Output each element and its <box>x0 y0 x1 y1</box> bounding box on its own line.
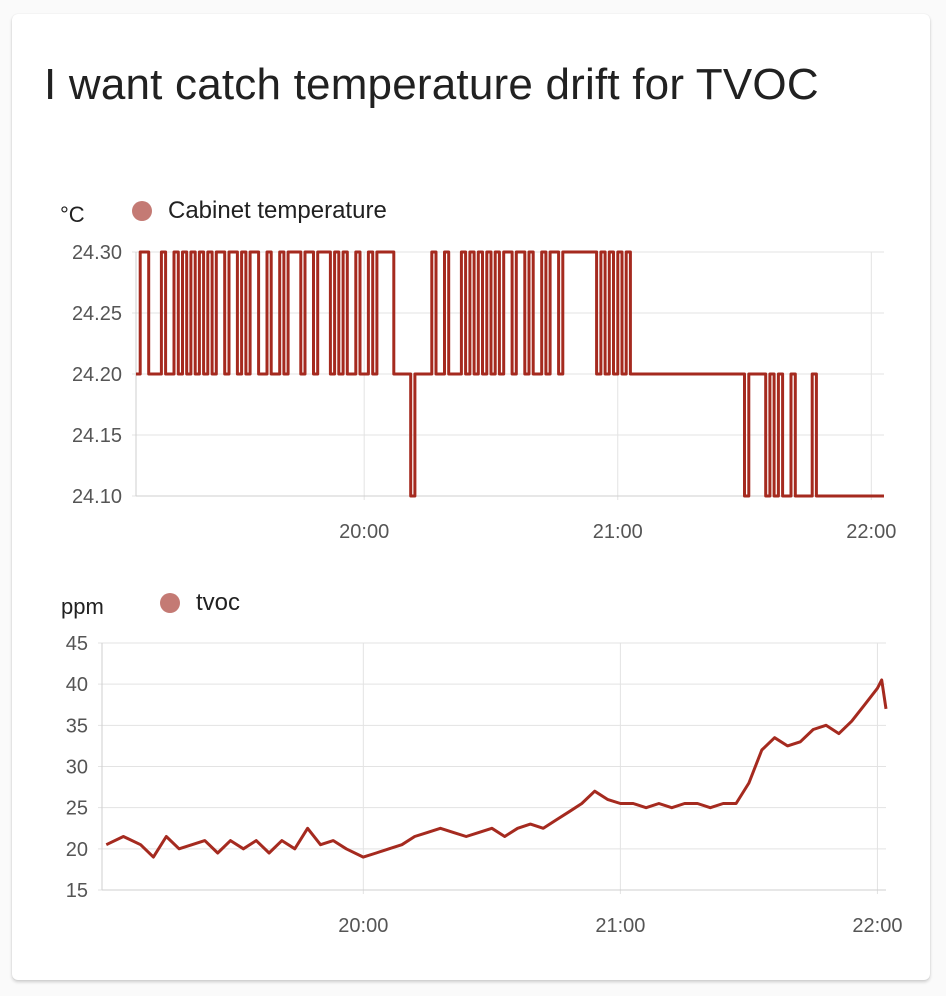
temperature-x-tick-label: 21:00 <box>593 521 643 543</box>
temperature-x-tick-label: 22:00 <box>846 521 896 543</box>
tvoc-x-tick-label: 20:00 <box>338 915 388 937</box>
tvoc-legend-label: tvoc <box>196 589 241 616</box>
tvoc-x-tick-label: 22:00 <box>852 915 902 937</box>
tvoc-legend-item[interactable]: tvoc <box>160 589 240 617</box>
temperature-y-tick-label: 24.30 <box>72 242 122 264</box>
tvoc-y-tick-label: 20 <box>66 839 88 861</box>
tvoc-legend-dot-icon <box>160 593 180 613</box>
tvoc-y-tick-label: 40 <box>66 674 88 696</box>
temperature-y-tick-label: 24.25 <box>72 303 122 325</box>
tvoc-y-tick-label: 25 <box>66 798 88 820</box>
tvoc-y-tick-label: 30 <box>66 757 88 779</box>
tvoc-y-tick-label: 35 <box>66 715 88 737</box>
tvoc-chart[interactable]: 15 20 25 30 35 40 45 20:00 21:00 22:00 <box>12 14 930 980</box>
temperature-x-tick-label: 20:00 <box>339 521 389 543</box>
tvoc-x-tick-label: 21:00 <box>595 915 645 937</box>
temperature-legend-item[interactable]: Cabinet temperature <box>132 197 387 225</box>
temperature-y-tick-label: 24.15 <box>72 425 122 447</box>
temperature-y-tick-label: 24.10 <box>72 486 122 508</box>
temperature-unit-label: °C <box>60 202 85 227</box>
temperature-chart[interactable]: 24.10 24.15 24.20 24.25 24.30 20:00 21:00 22:00 <box>12 14 930 980</box>
temperature-y-tick-label: 24.20 <box>72 364 122 386</box>
temperature-series-line <box>136 250 884 498</box>
card-title: I want catch temperature drift for TVOC <box>44 60 819 109</box>
temperature-legend-label: Cabinet temperature <box>168 197 387 224</box>
tvoc-y-tick-label: 15 <box>66 880 88 902</box>
temperature-legend-dot-icon <box>132 201 152 221</box>
tvoc-unit-label: ppm <box>61 594 104 619</box>
history-graph-card: I want catch temperature drift for TVOC … <box>12 14 930 980</box>
tvoc-y-tick-label: 45 <box>66 633 88 655</box>
tvoc-series-line <box>105 678 888 859</box>
